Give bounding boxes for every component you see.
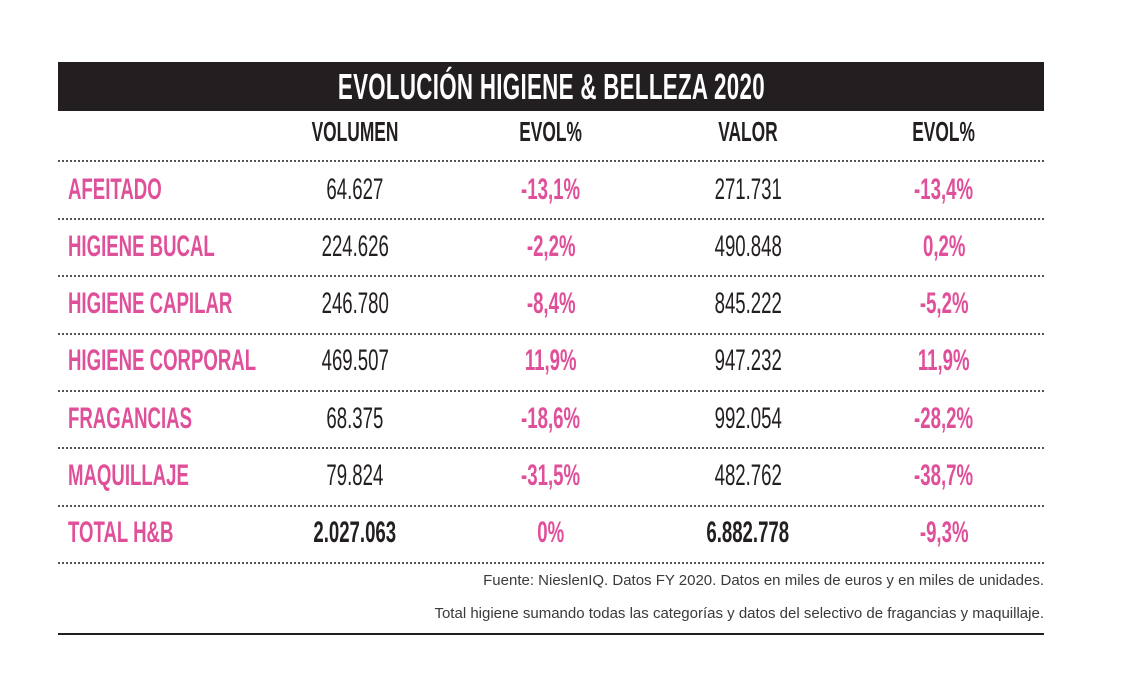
row-label: HIGIENE BUCAL (68, 218, 368, 275)
row-label: HIGIENE CORPORAL (68, 333, 368, 390)
table-cell: -31,5% (451, 448, 651, 505)
table-cell: 490.848 (648, 218, 848, 275)
column-header-label: EVOL% (519, 115, 583, 147)
cell-value: 482.762 (714, 459, 782, 492)
table-cell: 0% (451, 505, 651, 562)
table-cell: -2,2% (451, 218, 651, 275)
table-cell: -28,2% (844, 390, 1044, 447)
table-cell: 246.780 (255, 276, 455, 333)
table-cell: 11,9% (451, 333, 651, 390)
cell-value: HIGIENE BUCAL (68, 229, 215, 263)
table-cell: 64.627 (255, 161, 455, 218)
table-cell: -38,7% (844, 448, 1044, 505)
cell-value: -28,2% (914, 401, 974, 435)
table-cell: 845.222 (648, 276, 848, 333)
row-label: FRAGANCIAS (68, 390, 368, 447)
column-header: VOLUMEN (255, 103, 455, 160)
cell-value: -8,4% (526, 287, 576, 321)
table-cell: -9,3% (844, 505, 1044, 562)
cell-value: 469.507 (321, 344, 389, 378)
cell-value: 490.848 (714, 229, 782, 263)
table-row: AFEITADO 64.627 -13,1% 271.731 -13,4% (58, 161, 1044, 220)
table-cell: 6.882.778 (648, 505, 848, 562)
column-header-label: EVOL% (912, 115, 976, 147)
column-header-label: VALOR (718, 115, 778, 147)
cell-value: 0% (537, 516, 565, 550)
cell-value: 11,9% (525, 344, 577, 378)
cell-value: HIGIENE CAPILAR (68, 287, 233, 321)
table-row: HIGIENE CORPORAL 469.507 11,9% 947.232 11,9% (58, 333, 1044, 392)
table-cell: -18,6% (451, 390, 651, 447)
table-title-bar: EVOLUCIÓN HIGIENE & BELLEZA 2020 (58, 62, 1044, 111)
table-cell: 271.731 (648, 161, 848, 218)
table-row: HIGIENE BUCAL 224.626 -2,2% 490.848 0,2% (58, 218, 1044, 278)
table-cell: -8,4% (451, 276, 651, 333)
footnote-total: Total higiene sumando todas las categorí… (434, 605, 1044, 622)
cell-value: 845.222 (714, 287, 782, 321)
row-label: TOTAL H&B (68, 505, 368, 562)
table-cell: 11,9% (844, 333, 1044, 390)
cell-value: 947.232 (714, 344, 782, 378)
cell-value: 0,2% (922, 229, 966, 263)
cell-value: AFEITADO (68, 172, 162, 206)
cell-value: MAQUILLAJE (68, 459, 189, 492)
cell-value: -13,4% (914, 172, 974, 206)
cell-value: 2.027.063 (313, 516, 397, 550)
table-title: EVOLUCIÓN HIGIENE & BELLEZA 2020 (337, 65, 765, 107)
table-cell: 482.762 (648, 448, 848, 505)
cell-value: 6.882.778 (706, 516, 790, 550)
cell-value: -18,6% (521, 401, 581, 435)
bottom-rule (58, 633, 1044, 635)
cell-value: TOTAL H&B (68, 516, 174, 550)
table-row: HIGIENE CAPILAR 246.780 -8,4% 845.222 -5,2% (58, 276, 1044, 335)
cell-value: 246.780 (321, 287, 389, 321)
cell-value: 64.627 (326, 172, 384, 206)
cell-value: -38,7% (914, 459, 974, 492)
table-row: MAQUILLAJE 79.824 -31,5% 482.762 -38,7% (58, 448, 1044, 507)
table-cell: 992.054 (648, 390, 848, 447)
column-header: VALOR (648, 103, 848, 160)
cell-value: -9,3% (919, 516, 969, 550)
cell-value: 79.824 (326, 459, 384, 492)
cell-value: -5,2% (919, 287, 969, 321)
table-cell: -5,2% (844, 276, 1044, 333)
column-header-label: VOLUMEN (311, 115, 399, 147)
cell-value: HIGIENE CORPORAL (68, 344, 257, 378)
cell-value: 68.375 (326, 401, 384, 435)
table-cell: 224.626 (255, 218, 455, 275)
table-row: TOTAL H&B 2.027.063 0% 6.882.778 -9,3% (58, 505, 1044, 564)
table-cell: 68.375 (255, 390, 455, 447)
cell-value: -31,5% (521, 459, 581, 492)
column-header: EVOL% (844, 103, 1044, 160)
cell-value: -2,2% (526, 229, 576, 263)
cell-value: 224.626 (321, 229, 389, 263)
cell-value: 271.731 (714, 172, 782, 206)
cell-value: -13,1% (521, 172, 581, 206)
table-cell: 0,2% (844, 218, 1044, 275)
row-label: HIGIENE CAPILAR (68, 276, 368, 333)
column-header: EVOL% (451, 103, 651, 160)
table-cell: 947.232 (648, 333, 848, 390)
table-cell: 469.507 (255, 333, 455, 390)
table-cell: -13,4% (844, 161, 1044, 218)
footnote-source: Fuente: NieslenIQ. Datos FY 2020. Datos … (483, 572, 1044, 589)
table-cell: 2.027.063 (255, 505, 455, 562)
table-cell: -13,1% (451, 161, 651, 218)
table-row: FRAGANCIAS 68.375 -18,6% 992.054 -28,2% (58, 390, 1044, 450)
header-row: VOLUMEN EVOL% VALOR EVOL% (58, 103, 1044, 162)
row-label: AFEITADO (68, 161, 368, 218)
cell-value: 992.054 (714, 401, 782, 435)
cell-value: 11,9% (918, 344, 970, 378)
row-label: MAQUILLAJE (68, 448, 368, 505)
table-cell: 79.824 (255, 448, 455, 505)
cell-value: FRAGANCIAS (68, 401, 192, 435)
